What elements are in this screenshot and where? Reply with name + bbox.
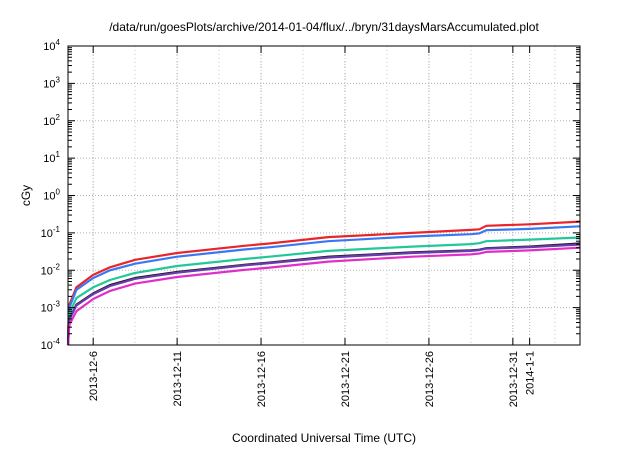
- x-tick-label: 2014-1-1: [525, 351, 537, 395]
- series-line-5: [66, 243, 581, 346]
- x-tick-label: 2013-12-31: [508, 351, 520, 407]
- x-tick-label: 2013-12-26: [424, 351, 436, 407]
- y-tick-exponent: 1: [56, 150, 61, 159]
- y-tick-exponent: -3: [53, 300, 61, 309]
- y-axis-label: cGy: [19, 185, 33, 206]
- y-tick-exponent: -2: [53, 262, 61, 271]
- x-tick-label: 2013-12-11: [172, 351, 184, 406]
- x-tick-label: 2013-12-16: [256, 351, 268, 407]
- y-tick-exponent: 0: [56, 188, 61, 197]
- chart-title: /data/run/goesPlots/archive/2014-01-04/f…: [109, 20, 539, 34]
- series-line-3: [66, 236, 581, 343]
- series-layer: [66, 220, 581, 346]
- series-line-1: [66, 220, 581, 334]
- x-axis-label: Coordinated Universal Time (UTC): [232, 431, 416, 445]
- y-tick-exponent: 4: [56, 38, 61, 47]
- y-tick-exponent: -4: [53, 337, 61, 346]
- y-tick-exponent: 2: [56, 113, 61, 122]
- y-tick-exponent: -1: [53, 225, 61, 234]
- grid-lines: [68, 46, 580, 345]
- x-tick-label: 2013-12-6: [88, 351, 100, 401]
- series-line-2: [66, 225, 581, 339]
- x-tick-label: 2013-12-21: [340, 351, 352, 407]
- series-line-6: [66, 246, 581, 346]
- y-tick-exponent: 3: [56, 75, 61, 84]
